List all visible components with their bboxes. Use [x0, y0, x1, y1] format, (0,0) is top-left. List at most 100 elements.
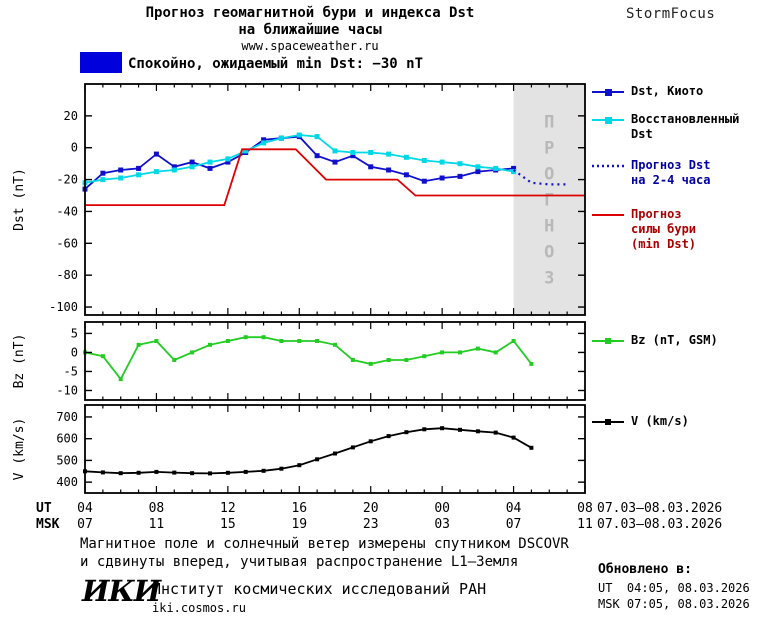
series-marker — [440, 350, 445, 355]
forecast-band-letter: Р — [544, 139, 554, 159]
series-marker — [225, 339, 230, 343]
series-marker — [458, 427, 462, 432]
series-marker — [243, 335, 248, 340]
series-marker — [154, 469, 159, 474]
series-marker — [493, 350, 498, 355]
series-line-storm — [85, 148, 585, 206]
y-tick-label: 5 — [71, 326, 78, 340]
series-marker — [440, 426, 445, 431]
institute-name: Институт космических исследований РАН — [152, 580, 487, 598]
forecast-band-letter: Н — [544, 217, 554, 237]
series-marker — [511, 165, 517, 171]
legend-label: на 2-4 часа — [631, 173, 711, 187]
series-marker — [189, 164, 195, 170]
series-marker — [243, 148, 249, 154]
x-tick-msk: 07 — [506, 517, 522, 532]
series-marker — [422, 354, 427, 359]
x-tick-ut: 08 — [577, 501, 593, 516]
series-marker — [278, 135, 284, 141]
series-marker — [100, 470, 105, 475]
forecast-band-letter: О — [544, 165, 554, 185]
series-marker — [386, 167, 392, 173]
series-marker — [368, 439, 373, 444]
forecast-band — [513, 84, 585, 315]
legend-label: силы бури — [631, 222, 697, 236]
series-marker — [261, 335, 266, 340]
y-tick-label: 400 — [56, 475, 78, 489]
series-marker — [100, 354, 105, 359]
legend-sample-v — [592, 419, 624, 425]
iki-url: iki.cosmos.ru — [152, 601, 246, 615]
legend-label: Dst, Киото — [631, 84, 704, 98]
series-marker — [208, 342, 212, 347]
series-marker — [511, 339, 516, 343]
x-tick-ut: 16 — [291, 501, 307, 516]
y-tick-label: -10 — [56, 383, 78, 397]
x-tick-ut: 20 — [363, 501, 379, 516]
legend-label: Прогноз — [631, 207, 682, 221]
series-marker — [261, 137, 267, 143]
series-marker — [172, 470, 177, 475]
series-marker — [439, 159, 445, 165]
series-marker — [153, 151, 159, 157]
updated-time-ut: UT 04:05, 08.03.2026 — [598, 581, 750, 595]
series-marker — [136, 172, 142, 178]
spaceweather-url: www.spaceweather.ru — [241, 39, 379, 53]
series-marker — [315, 339, 320, 343]
x-tick-msk: 11 — [149, 517, 165, 532]
page-title-line1: Прогноз геомагнитной бури и индекса Dst — [145, 5, 475, 21]
series-marker — [386, 151, 392, 157]
series-marker — [243, 469, 248, 474]
series-marker — [171, 164, 177, 170]
x-tick-ut: 12 — [220, 501, 236, 516]
legend-v: V (km/s) — [591, 414, 689, 429]
legend-label: Dst — [631, 127, 653, 141]
series-marker — [153, 169, 159, 175]
series-marker — [458, 350, 462, 355]
legend-reconstructed-dst: Восстановленный Dst — [591, 112, 739, 142]
series-marker — [296, 132, 302, 138]
y-tick-label: 0 — [71, 141, 78, 155]
series-marker — [225, 470, 230, 475]
series-marker — [207, 165, 213, 171]
series-marker — [207, 159, 213, 165]
panel-frame — [84, 83, 586, 316]
series-marker — [225, 156, 231, 162]
series-marker — [118, 471, 123, 476]
series-marker — [529, 445, 534, 450]
series-marker — [403, 172, 409, 178]
legend-dst-kyoto: Dst, Киото — [591, 84, 703, 99]
y-axis-label: Dst (nT) — [12, 168, 27, 231]
y-tick-label: -40 — [56, 204, 78, 218]
x-tick-ut: 04 — [506, 501, 522, 516]
y-tick-label: -80 — [56, 268, 78, 282]
series-marker — [100, 177, 106, 183]
updated-time-msk: MSK 07:05, 08.03.2026 — [598, 597, 750, 611]
series-marker — [439, 175, 445, 181]
series-marker — [403, 154, 409, 160]
forecast-band-letter: П — [544, 113, 554, 133]
legend-label: Bz (nT, GSM) — [631, 333, 718, 347]
ut-row-label: UT — [36, 501, 52, 516]
series-marker — [297, 339, 302, 343]
legend-sample-reconstructed — [592, 117, 624, 124]
page-title-line2: на ближайшие часы — [238, 22, 382, 38]
series-marker — [136, 342, 141, 347]
msk-date-range: 07.03–08.03.2026 — [597, 517, 722, 532]
series-marker — [475, 346, 480, 351]
series-marker — [171, 167, 177, 173]
panel-frame — [84, 404, 586, 494]
series-marker — [314, 134, 320, 140]
series-marker — [118, 377, 123, 382]
x-tick-ut: 08 — [149, 501, 165, 516]
panel-frame — [84, 321, 586, 401]
series-marker — [315, 457, 320, 462]
series-marker — [350, 150, 356, 155]
series-marker — [332, 148, 338, 154]
legend-label: Прогноз Dst — [631, 158, 711, 172]
series-marker — [511, 435, 516, 440]
ut-date-range: 07.03–08.03.2026 — [597, 501, 722, 516]
series-marker — [190, 471, 195, 476]
status-text: Спокойно, ожидаемый min Dst: −30 nT — [128, 56, 424, 72]
